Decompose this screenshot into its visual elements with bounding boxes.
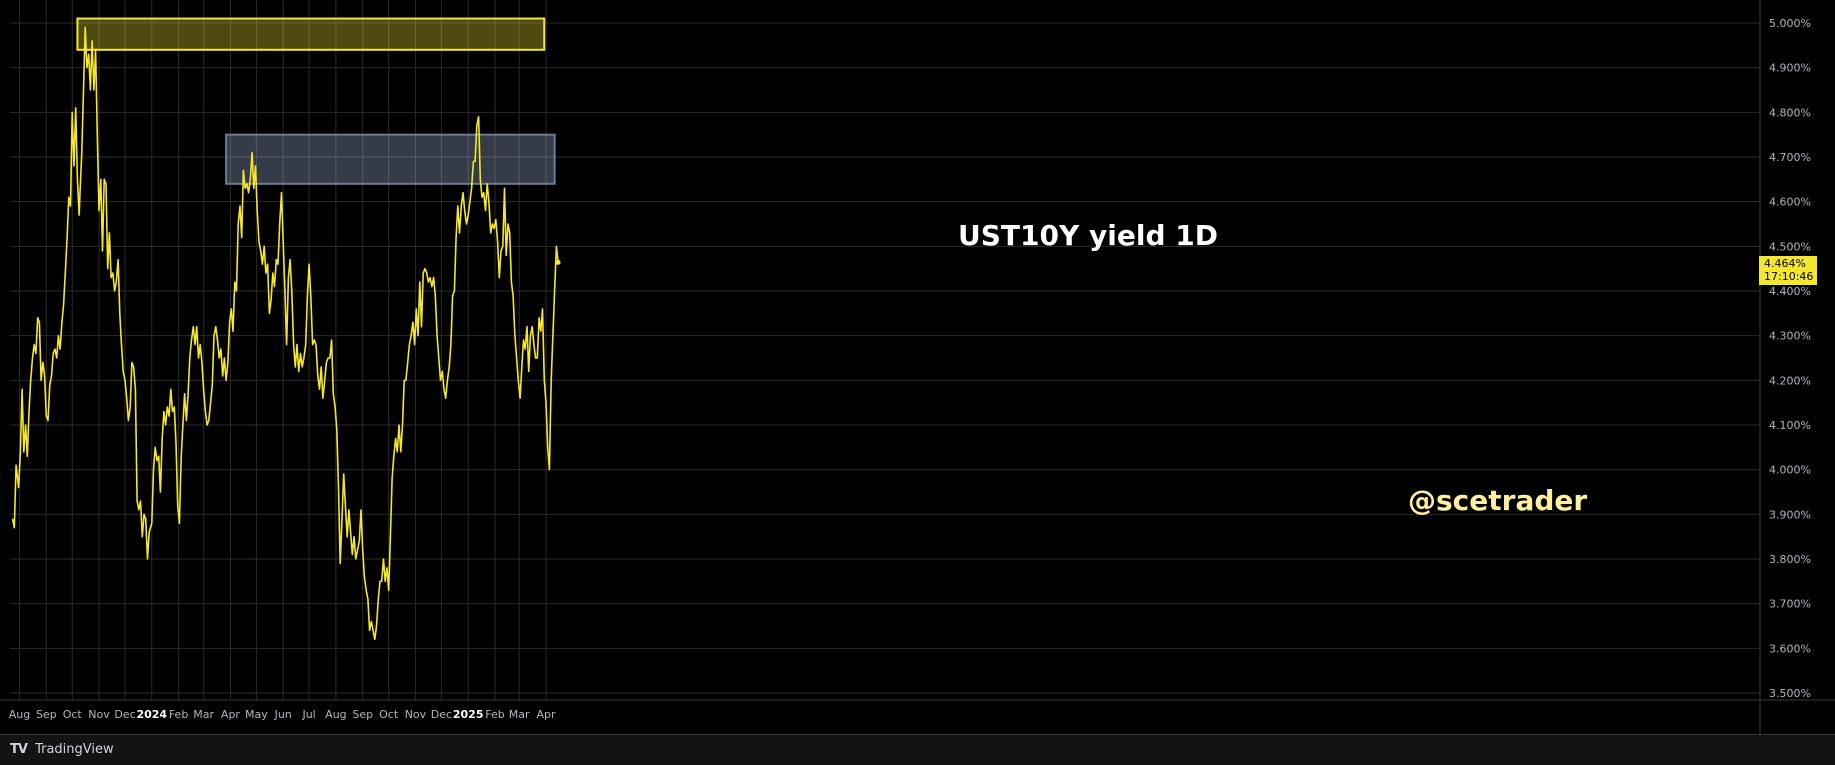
x-tick-label: Aug <box>325 708 346 721</box>
x-tick-label: 2024 <box>136 708 167 721</box>
y-tick-label: 3.600% <box>1769 642 1811 655</box>
x-tick-label: Feb <box>485 708 504 721</box>
chart-title: UST10Y yield 1D <box>958 219 1218 252</box>
y-tick-label: 4.700% <box>1769 151 1811 164</box>
y-tick-label: 4.500% <box>1769 240 1811 253</box>
y-tick-label: 3.800% <box>1769 553 1811 566</box>
yield-line <box>11 26 559 641</box>
y-tick-label: 4.100% <box>1769 419 1811 432</box>
x-tick-label: May <box>245 708 268 721</box>
x-tick-label: Mar <box>193 708 214 721</box>
y-tick-label: 3.500% <box>1769 687 1811 700</box>
x-tick-label: Sep <box>36 708 57 721</box>
author-watermark: @scetrader <box>1408 484 1587 517</box>
brand-name: TradingView <box>35 742 114 757</box>
tradingview-brand[interactable]: TV TradingView <box>10 742 114 757</box>
x-tick-label: Feb <box>169 708 188 721</box>
last-price-tag: 4.464% 17:10:46 <box>1759 256 1817 285</box>
x-tick-label: Mar <box>509 708 530 721</box>
y-tick-label: 4.600% <box>1769 196 1811 209</box>
last-price-time: 17:10:46 <box>1764 270 1814 283</box>
x-tick-label: Nov <box>405 708 427 721</box>
chart-canvas[interactable]: 5.000% 4.900% 4.800% 4.700% 4.600% 4.500% 4.40… <box>0 0 1835 734</box>
last-price-value: 4.464% <box>1764 257 1806 270</box>
x-tick-label: Jul <box>301 708 315 721</box>
x-tick-label: Aug <box>9 708 30 721</box>
y-tick-label: 4.400% <box>1769 285 1811 298</box>
x-tick-label: 2025 <box>453 708 484 721</box>
y-tick-label: 3.700% <box>1769 598 1811 611</box>
footer-bar: TV TradingView <box>0 734 1835 765</box>
y-tick-label: 4.000% <box>1769 464 1811 477</box>
x-tick-label: Oct <box>63 708 83 721</box>
x-tick-label: Jun <box>274 708 292 721</box>
resistance-zones <box>76 17 556 185</box>
grid-lines <box>10 0 1760 700</box>
series-layer <box>11 26 561 641</box>
y-tick-label: 4.200% <box>1769 374 1811 387</box>
x-tick-label: Sep <box>352 708 373 721</box>
y-tick-label: 4.300% <box>1769 330 1811 343</box>
tradingview-logo-icon: TV <box>10 742 28 757</box>
x-tick-label: Dec <box>431 708 452 721</box>
last-point-marker <box>555 259 561 265</box>
axes: 5.000% 4.900% 4.800% 4.700% 4.600% 4.500% 4.40… <box>0 0 1835 734</box>
y-tick-label: 4.800% <box>1769 106 1811 119</box>
x-tick-label: Apr <box>536 708 556 721</box>
x-tick-label: Apr <box>221 708 241 721</box>
y-tick-label: 5.000% <box>1769 17 1811 30</box>
x-tick-label: Oct <box>379 708 399 721</box>
x-tick-label: Dec <box>114 708 135 721</box>
zone-upper <box>76 17 546 51</box>
y-tick-label: 4.900% <box>1769 62 1811 75</box>
y-tick-label: 3.900% <box>1769 508 1811 521</box>
x-tick-label: Nov <box>88 708 110 721</box>
zone-lower <box>225 133 556 185</box>
